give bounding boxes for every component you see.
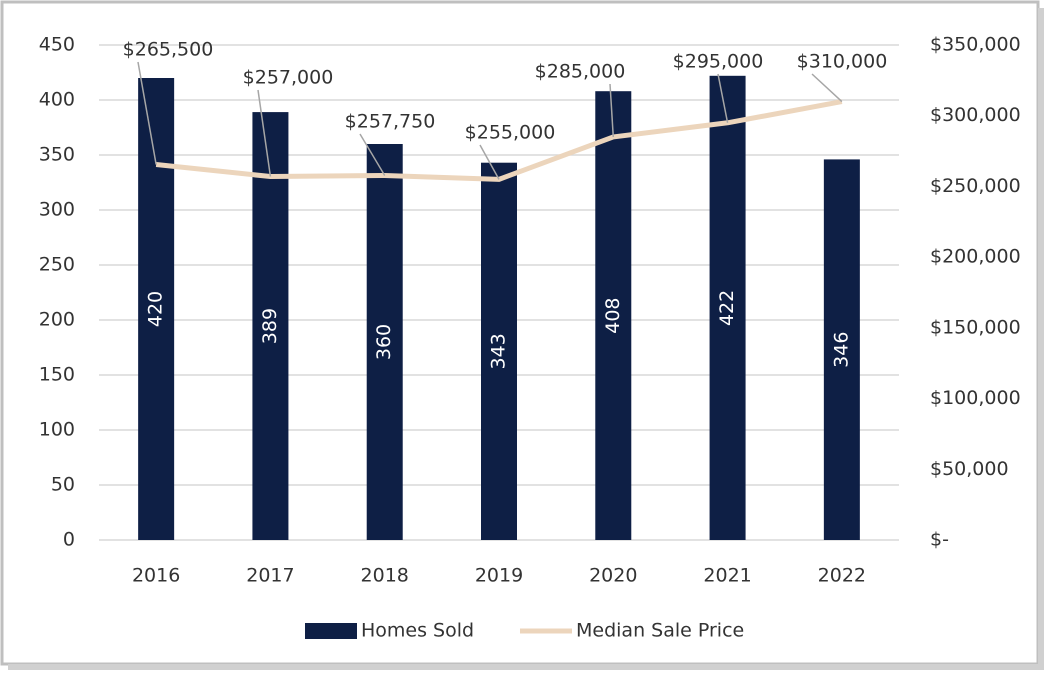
bar-value-label: 360 [373,324,395,360]
x-tick-label: 2021 [703,565,751,587]
price-value-label: $310,000 [797,51,888,73]
legend-label: Homes Sold [361,620,474,642]
x-tick-label: 2022 [818,565,866,587]
leader-line [137,61,157,165]
leader-line [717,73,729,123]
price-value-label: $257,750 [345,111,436,133]
leader-line [609,83,615,137]
y-tick-label: 250 [39,254,75,276]
y-tick-label: 300 [39,199,75,221]
y-tick-label: 50 [51,474,75,496]
y-tick-label: 0 [63,529,75,551]
leader-line [811,73,843,103]
x-tick-label: 2016 [132,565,180,587]
bar-value-label: 389 [259,308,281,344]
bar [595,91,632,540]
bar-value-label: 346 [830,332,852,368]
price-value-label: $285,000 [535,61,626,83]
bar-value-label: 343 [488,333,510,369]
y-tick-label: 150 [39,364,75,386]
x-tick-label: 2018 [361,565,409,587]
bar [823,159,860,540]
price-value-label: $255,000 [465,122,556,144]
x-tick-label: 2017 [246,565,294,587]
frame-shadow [8,664,1044,670]
y2-tick-label: $250,000 [930,175,1021,197]
y2-tick-label: $50,000 [930,458,1009,480]
bar-value-label: 422 [716,290,738,326]
y2-tick-label: $300,000 [930,104,1021,126]
leader-line [257,89,272,177]
leader-line [479,144,500,180]
bar-value-label: 408 [602,297,624,333]
legend-swatch [305,623,357,639]
leader-line [359,133,386,176]
bar [481,162,517,540]
y2-tick-label: $350,000 [930,34,1021,56]
x-tick-label: 2020 [589,565,637,587]
chart-frame [0,0,1040,666]
x-tick-label: 2019 [475,565,523,587]
bar [252,112,289,540]
y2-tick-label: $150,000 [930,316,1021,338]
price-value-label: $257,000 [243,67,334,89]
y2-tick-label: $100,000 [930,387,1021,409]
bar [709,75,746,541]
legend-label: Median Sale Price [576,620,744,642]
price-value-label: $295,000 [673,51,764,73]
y-tick-label: 350 [39,144,75,166]
y-tick-label: 400 [39,89,75,111]
bar-value-label: 420 [145,291,167,327]
y2-tick-label: $200,000 [930,246,1021,268]
y2-tick-label: $- [930,529,949,551]
bar [138,78,175,540]
y-tick-label: 450 [39,34,75,56]
y-tick-label: 100 [39,419,75,441]
frame-shadow [1038,8,1044,668]
y-tick-label: 200 [39,309,75,331]
price-value-label: $265,500 [123,39,214,61]
bar [366,144,403,540]
